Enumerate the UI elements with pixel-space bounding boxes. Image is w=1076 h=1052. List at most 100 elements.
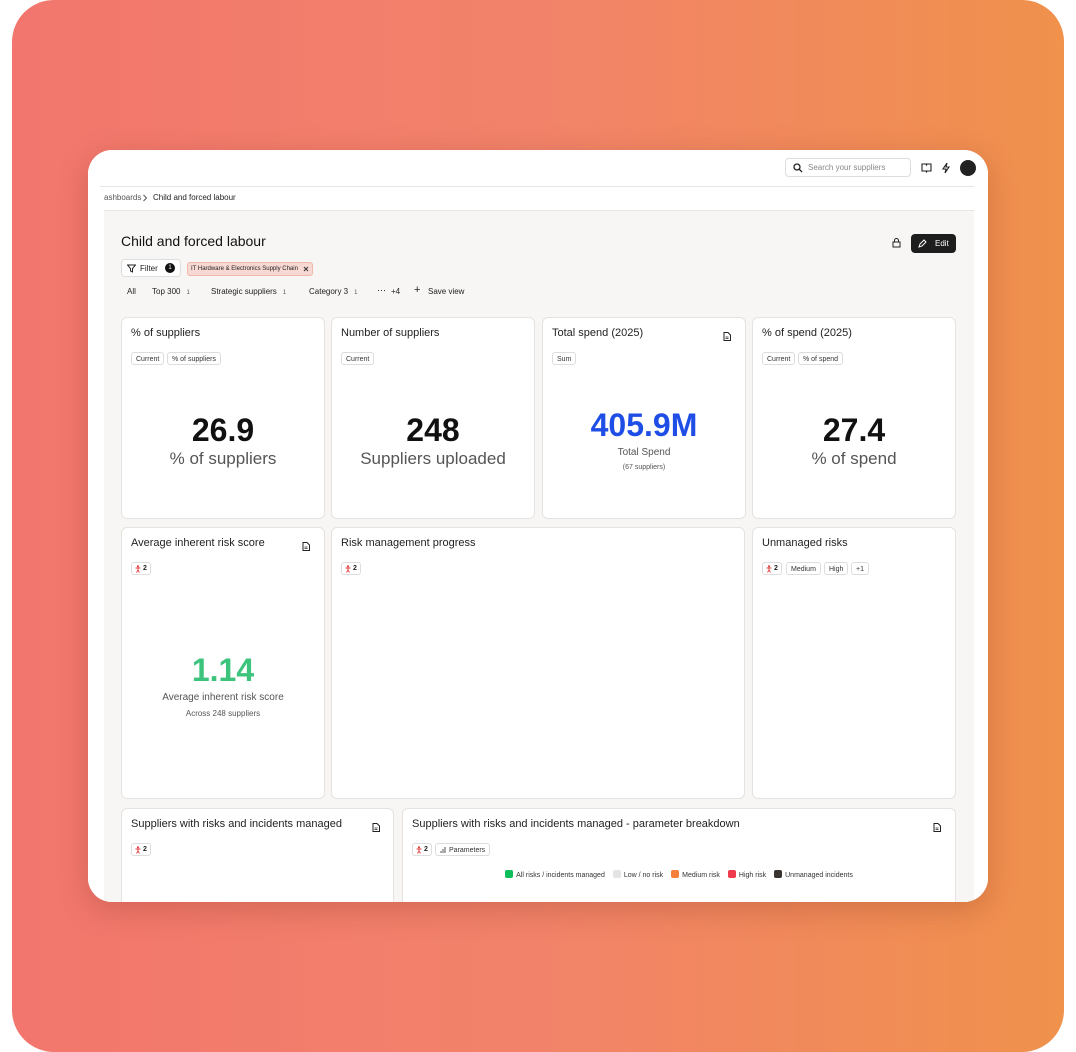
chip: Current [762,352,796,365]
search-placeholder: Search your suppliers [808,163,886,172]
legend-swatch [612,870,621,878]
tab-count: 1 [186,290,190,296]
search-box[interactable]: Search your suppliers [785,158,911,177]
card-title: % of suppliers [131,327,201,339]
risk-chip: 2 [762,562,782,575]
card-title: Number of suppliers [341,327,440,339]
kpi-value: 27.4 [822,412,886,448]
filter-label: Filter [140,264,158,273]
risk-icon [766,565,772,573]
divider [100,186,974,187]
breadcrumb-chevron [143,194,148,202]
export-icon[interactable] [372,823,380,832]
breadcrumb-item[interactable]: ashboards [104,193,142,202]
card-title: Risk management progress [341,537,476,549]
card-title: Suppliers with risks and incidents manag… [131,818,342,830]
risk-chip: 2 [412,843,432,856]
avatar[interactable] [960,160,976,176]
legend-item: Low / no risk [612,870,663,879]
remove-icon[interactable] [303,266,309,272]
chip: % of spend [798,352,844,365]
tab-label: All [127,287,136,296]
view-tab[interactable]: All [127,287,136,296]
risk-count: 2 [143,846,147,853]
view-tab[interactable]: Top 300 1 [152,287,190,296]
legend-label: High risk [738,872,767,879]
card: Number of suppliers Current 248 Suppliers u… [331,317,535,519]
tab-count: 1 [354,290,358,296]
kpi-value: 248 [406,412,460,448]
card-title: Total spend (2025) [552,327,644,339]
card: Suppliers with risks and incidents manag… [402,808,956,902]
card-title: % of spend (2025) [762,327,852,339]
chip: Medium [786,562,821,575]
risk-count: 2 [353,565,357,572]
kpi-caption: % of suppliers [169,449,277,468]
lock-icon[interactable] [892,238,901,248]
filter-button[interactable]: Filter 1 [121,259,181,277]
card: Unmanaged risks 2 Medium High +1 [752,527,956,799]
card: Suppliers with risks and incidents manag… [121,808,394,902]
export-icon[interactable] [933,823,941,832]
legend-item: All risks / incidents managed [505,870,605,879]
export-icon[interactable] [723,332,731,341]
legend: All risks / incidents managed Low / no ri… [403,870,955,879]
chip-label: Parameters [449,847,486,854]
tab-label: Top 300 [152,287,181,296]
kpi-caption: % of spend [811,449,897,468]
legend-swatch [727,870,736,878]
legend-label: Medium risk [682,872,720,879]
legend-swatch [774,870,783,878]
filter-count: 1 [165,263,175,273]
dashboard-title: Child and forced labour [121,233,266,249]
score-value: 1.14 [191,652,255,688]
card-title: Unmanaged risks [762,537,848,549]
kpi-value: 405.9M [590,407,698,443]
bars-icon [440,847,446,853]
risk-icon [345,565,351,573]
chip: Parameters [435,843,491,856]
risk-count: 2 [774,565,778,572]
kpi-note: (67 suppliers) [622,464,666,471]
chip: Current [341,352,375,365]
chip: High [824,562,849,575]
more-icon[interactable]: ⋯ [377,285,386,295]
risk-icon [416,846,422,854]
risk-chip: 2 [131,843,151,856]
plus-icon: + [414,284,421,296]
tab-count: 1 [282,290,287,296]
filter-tag[interactable]: IT Hardware & Electronics Supply Chain [187,262,313,276]
legend-item: Medium risk [671,870,720,879]
kpi-caption: Total Spend [617,447,671,458]
legend-item: Unmanaged incidents [774,870,853,879]
export-icon[interactable] [302,542,310,551]
legend-item: High risk [727,870,767,879]
risk-icon [135,565,141,573]
more-count[interactable]: +4 [391,287,401,296]
bolt-icon[interactable] [941,162,951,174]
legend-label: All risks / incidents managed [516,872,605,879]
view-tab[interactable]: Strategic suppliers 1 [211,287,286,296]
edit-label: Edit [935,239,949,248]
view-tab[interactable]: Category 3 1 [309,287,357,296]
pencil-icon [918,239,927,248]
chip: +1 [851,562,869,575]
chip: % of suppliers [167,352,221,365]
card-title: Suppliers with risks and incidents manag… [412,818,740,830]
risk-count: 2 [143,565,147,572]
save-view[interactable]: Save view [428,287,465,296]
tab-label: Category 3 [309,287,349,296]
filter-tag-label: IT Hardware & Electronics Supply Chain [191,266,298,272]
risk-chip: 2 [341,562,361,575]
tab-label: Strategic suppliers [211,287,277,296]
card: % of suppliers Current% of suppliers 26.9%… [121,317,325,519]
edit-button[interactable]: Edit [911,234,956,253]
card: Risk management progress 2 [331,527,745,799]
score-note: Across 248 suppliers [185,709,261,718]
legend-label: Unmanaged incidents [785,872,853,879]
card-title: Average inherent risk score [131,537,265,549]
book-icon[interactable] [921,163,932,173]
legend-swatch [671,870,680,878]
